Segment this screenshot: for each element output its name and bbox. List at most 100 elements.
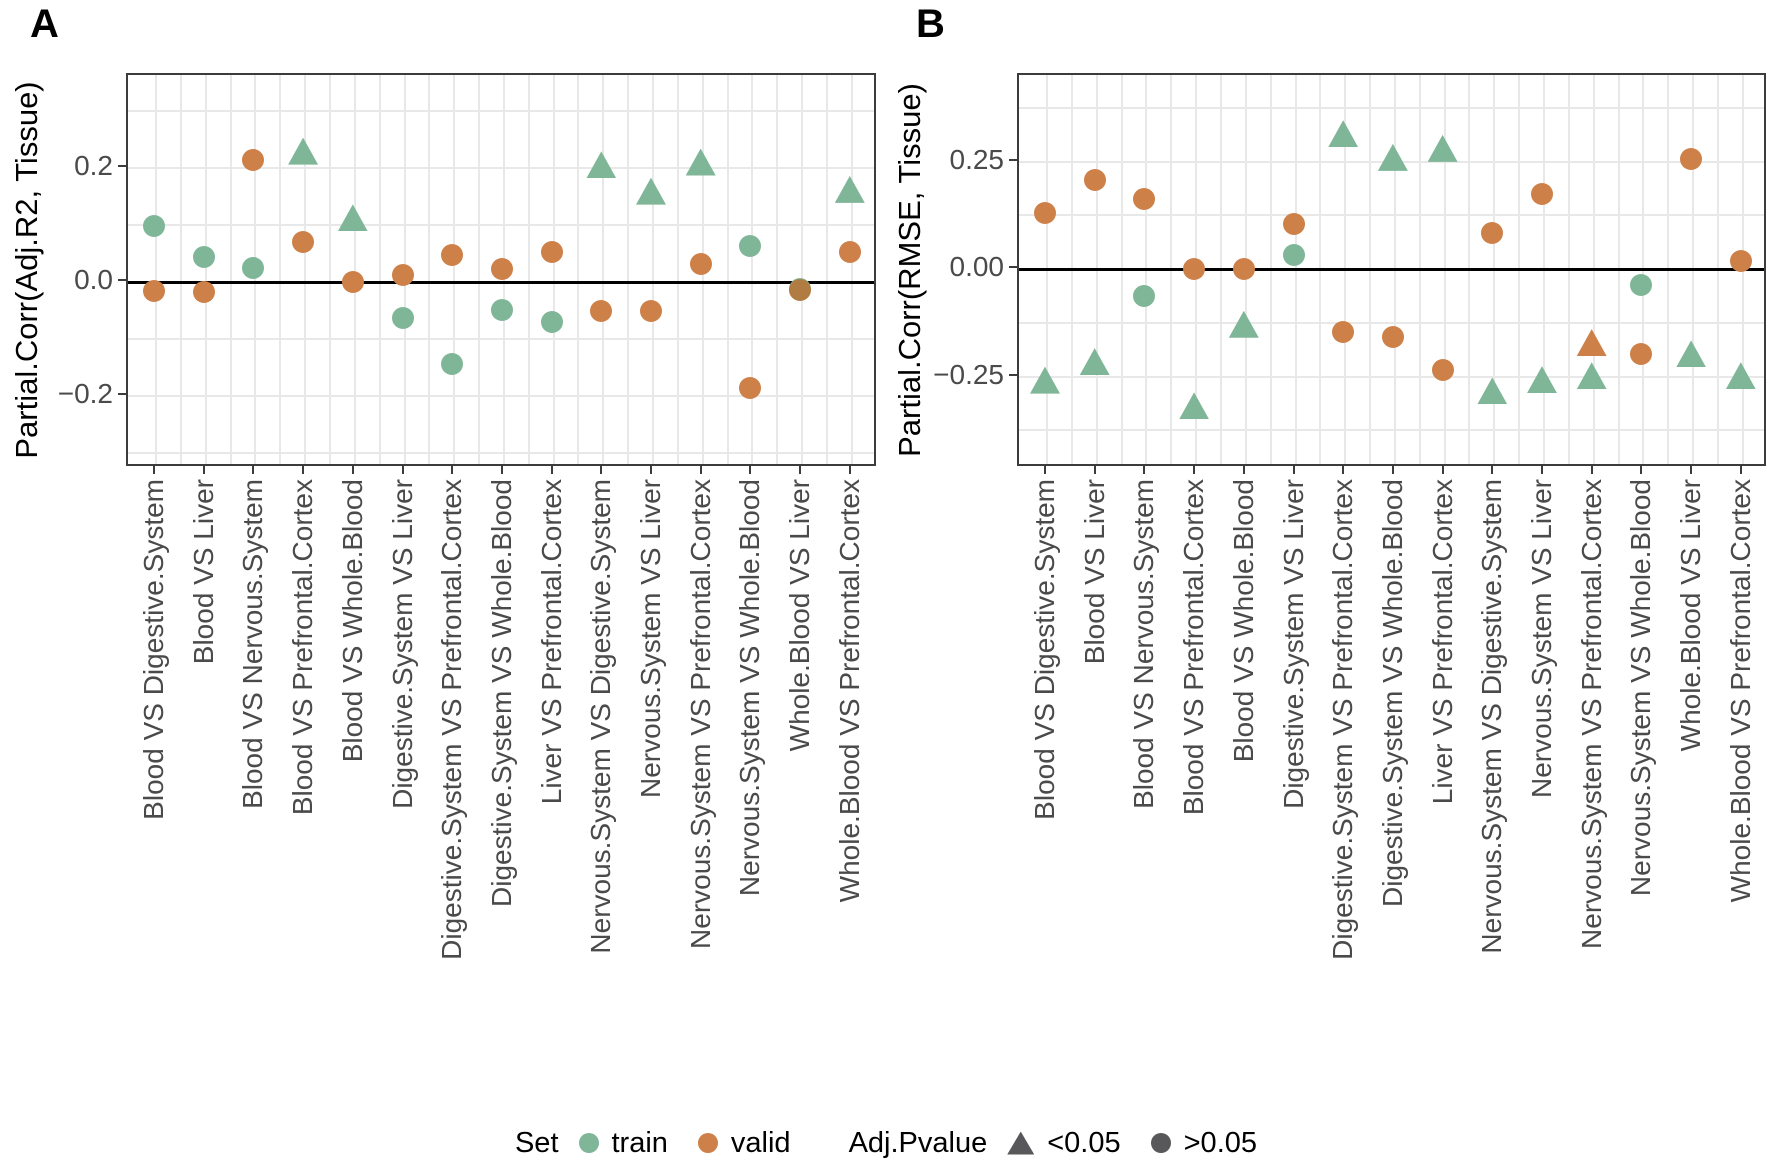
x-tick-label: Liver VS Prefrontal.Cortex — [1426, 479, 1458, 805]
x-tick-label: Nervous.System VS Liver — [635, 479, 666, 798]
gridline — [279, 75, 282, 464]
x-tick-label: Blood VS Whole.Blood — [1227, 479, 1259, 763]
gridline — [353, 75, 356, 464]
gridline — [204, 75, 207, 464]
zero-reference-line — [1019, 267, 1764, 271]
gridline — [751, 75, 754, 464]
x-tick-label: Blood VS Nervous.System — [1128, 479, 1160, 809]
x-axis-tick — [1093, 466, 1096, 474]
legend-pvalue-title: Adj.Pvalue — [848, 1126, 988, 1159]
x-axis-tick — [153, 466, 155, 474]
gridline — [128, 338, 874, 340]
x-tick-label: Whole.Blood VS Prefrontal.Cortex — [833, 479, 865, 903]
x-tick-label: Nervous.System VS Prefrontal.Cortex — [684, 479, 716, 949]
y-tick-label: 0.00 — [949, 251, 1005, 282]
data-point-valid-circle — [341, 270, 364, 293]
gridline — [627, 75, 630, 464]
x-tick-label: Nervous.System VS Prefrontal.Cortex — [1575, 479, 1607, 949]
data-point-valid-circle — [391, 264, 414, 287]
x-axis-tick — [1739, 466, 1742, 474]
x-axis-tick — [1541, 466, 1543, 474]
data-point-train-triangle — [1030, 366, 1060, 394]
data-point-valid-circle — [1332, 320, 1355, 343]
y-tick-label: −0.25 — [933, 358, 1004, 390]
panel-b-plot-area — [1017, 73, 1766, 466]
x-axis-tick — [252, 466, 255, 474]
data-point-valid-circle — [1183, 257, 1206, 280]
x-axis-tick — [1143, 466, 1146, 474]
x-axis-tick — [1292, 466, 1295, 474]
data-point-train-triangle — [685, 148, 716, 176]
legend-nonsignificant-circle-icon — [1150, 1133, 1171, 1153]
data-point-valid-circle — [1431, 359, 1454, 382]
x-axis-tick — [699, 466, 702, 474]
y-tick-label: 0.25 — [949, 143, 1005, 175]
x-tick-label: Whole.Blood VS Liver — [784, 479, 816, 752]
gridline — [1019, 106, 1764, 109]
gridline — [602, 75, 605, 464]
data-point-valid-circle — [1232, 257, 1255, 280]
x-axis-tick — [1044, 466, 1046, 474]
x-axis-tick — [500, 466, 503, 474]
gridline — [304, 75, 307, 464]
y-tick-label: 0.2 — [74, 150, 113, 181]
x-axis-tick — [202, 466, 205, 474]
data-point-valid-circle — [1083, 168, 1106, 191]
x-tick-label: Blood VS Prefrontal.Cortex — [287, 479, 319, 816]
data-point-train-triangle — [1328, 120, 1359, 148]
x-tick-label: Blood VS Liver — [1078, 479, 1110, 665]
data-point-train-circle — [1133, 284, 1156, 307]
gridline — [1019, 375, 1764, 378]
x-tick-label: Whole.Blood VS Liver — [1675, 479, 1707, 752]
zero-reference-line — [128, 280, 874, 284]
data-point-valid-circle — [490, 258, 513, 281]
data-point-valid-circle — [689, 253, 712, 276]
x-tick-label: Blood VS Digestive.System — [1029, 479, 1060, 820]
gridline — [128, 452, 874, 454]
data-point-train-triangle — [1179, 392, 1210, 420]
data-point-train-circle — [739, 235, 762, 258]
gridline — [577, 75, 580, 464]
y-tick-label: −0.2 — [57, 378, 113, 409]
data-point-train-circle — [441, 352, 464, 375]
x-tick-label: Digestive.System VS Liver — [1277, 479, 1309, 809]
legend-train-label: train — [611, 1126, 668, 1159]
data-point-train-triangle — [636, 177, 666, 205]
x-tick-label: Blood VS Digestive.System — [138, 479, 169, 820]
data-point-valid-circle — [1531, 182, 1553, 205]
x-tick-label: Nervous.System VS Liver — [1526, 479, 1557, 798]
data-point-valid-circle — [838, 241, 861, 264]
data-point-train-triangle — [834, 175, 865, 203]
data-point-train-triangle — [1676, 340, 1707, 368]
data-point-train-circle — [391, 306, 414, 329]
data-point-train-triangle — [337, 204, 368, 232]
x-axis-tick — [1342, 466, 1345, 474]
data-point-valid-circle — [242, 148, 265, 171]
data-point-valid-circle — [192, 280, 215, 303]
x-axis-tick — [600, 466, 603, 474]
data-point-train-circle — [242, 257, 265, 280]
x-axis-tick — [1690, 466, 1693, 474]
legend-valid-circle-icon — [697, 1133, 718, 1153]
gridline — [552, 75, 555, 464]
gridline — [128, 395, 874, 397]
data-point-valid-circle — [292, 230, 315, 253]
data-point-valid-circle — [739, 377, 762, 400]
data-point-train-triangle — [1377, 143, 1408, 171]
x-axis-tick — [451, 466, 454, 474]
x-axis-tick — [1391, 466, 1394, 474]
gridline — [1019, 321, 1764, 324]
y-axis-tick — [1009, 373, 1017, 376]
x-tick-label: Digestive.System VS Liver — [386, 479, 418, 809]
data-point-train-triangle — [586, 151, 617, 179]
y-axis-title-panel-a: Partial.Corr(Adj.R2, Tissue) — [9, 81, 44, 459]
gridline — [652, 75, 654, 464]
data-point-valid-circle — [1630, 342, 1653, 365]
gridline — [726, 75, 729, 464]
gridline — [527, 75, 530, 464]
data-point-train-triangle — [1477, 377, 1508, 405]
data-point-valid-circle — [789, 279, 812, 302]
legend-significant-label: <0.05 — [1047, 1126, 1121, 1159]
x-axis-tick — [351, 466, 354, 474]
